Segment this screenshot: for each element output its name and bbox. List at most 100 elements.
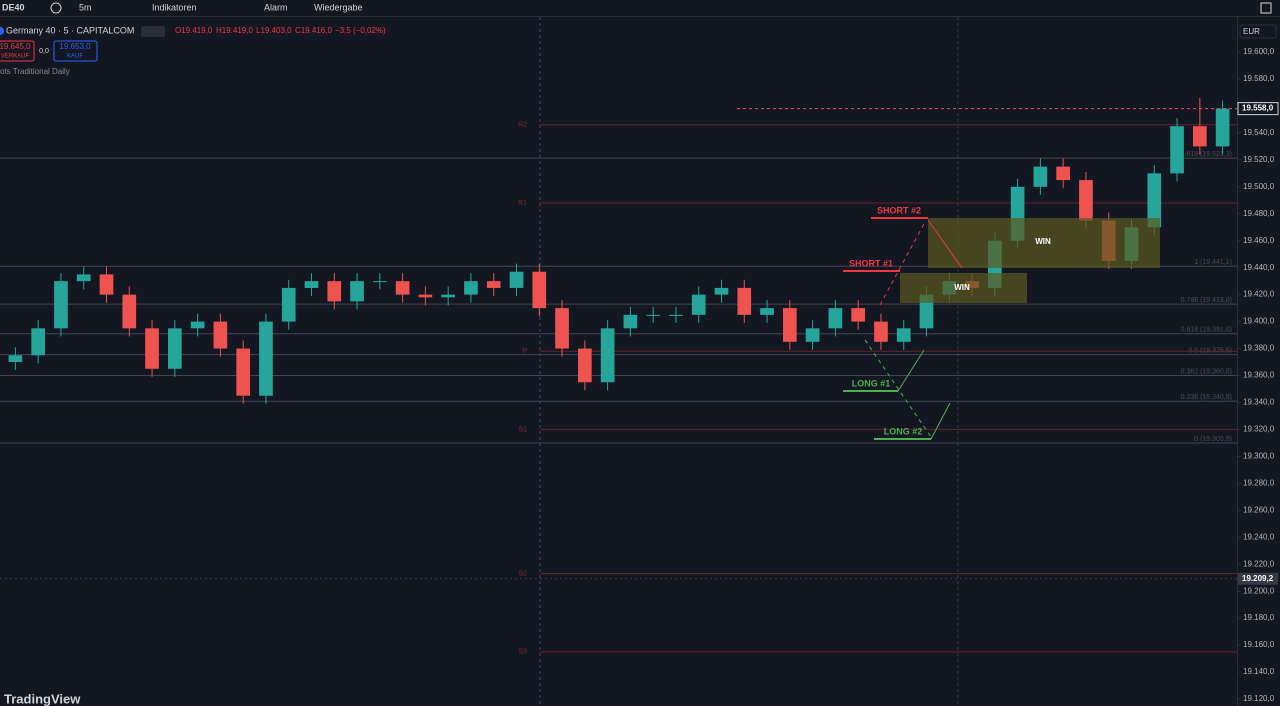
y-tick-label: 19.260,0 xyxy=(1243,505,1275,514)
currency: EUR xyxy=(1243,27,1260,36)
candle-body xyxy=(874,321,888,342)
candle-body xyxy=(1033,166,1048,187)
candle-body xyxy=(464,281,478,295)
candle-body xyxy=(1215,108,1230,147)
candle-body xyxy=(486,281,501,288)
ohlc-low: L19.403,0 xyxy=(256,26,292,35)
fib-label: 1.618 (19.521,3) xyxy=(1181,151,1232,158)
candle-body xyxy=(1193,126,1207,147)
y-tick-label: 19.540,0 xyxy=(1243,128,1275,137)
y-tick-label: 19.360,0 xyxy=(1243,371,1275,380)
y-tick-label: 19.140,0 xyxy=(1243,667,1275,676)
interval[interactable]: 5m xyxy=(79,2,92,12)
add-symbol[interactable] xyxy=(50,2,62,14)
candle-body xyxy=(236,348,250,396)
currency-box xyxy=(1239,24,1277,39)
candle-body xyxy=(281,287,296,322)
arrow xyxy=(897,349,925,392)
y-tick-label: 19.300,0 xyxy=(1243,451,1275,460)
toolbar xyxy=(0,0,1280,16)
y-tick-label: 19.460,0 xyxy=(1243,236,1275,245)
crosshair-label: 19.209,2 xyxy=(1242,574,1274,583)
ohlc-high: H19.419,0 xyxy=(216,26,253,35)
win-label: WIN xyxy=(1035,237,1051,246)
pivot-label: P xyxy=(522,348,527,355)
long-label: LONG #1 xyxy=(852,378,891,388)
candle-body xyxy=(327,281,342,302)
fib-label: 0 (19.309,9) xyxy=(1194,436,1232,443)
candle-body xyxy=(31,328,45,356)
candle-body xyxy=(1147,173,1162,228)
y-tick-label: 19.320,0 xyxy=(1243,425,1275,434)
candle-body xyxy=(304,281,319,288)
legend-toggle[interactable] xyxy=(141,26,165,37)
candle-body xyxy=(851,308,865,322)
y-tick-label: 19.380,0 xyxy=(1243,344,1275,353)
y-tick-label: 19.500,0 xyxy=(1243,182,1275,191)
pivot-label: S1 xyxy=(518,426,527,433)
candle-body xyxy=(578,348,592,383)
symbol[interactable]: DE40 xyxy=(2,2,25,12)
y-tick-label: 19.480,0 xyxy=(1243,209,1275,218)
ohlc-change: −3,5 (−0,02%) xyxy=(335,26,386,35)
spread: 0,0 xyxy=(39,48,49,55)
candle-body xyxy=(99,274,114,295)
candle-body xyxy=(8,355,23,363)
candle-body xyxy=(532,271,547,309)
y-tick-label: 19.120,0 xyxy=(1243,694,1275,703)
candle-body xyxy=(896,328,911,342)
candle-body xyxy=(122,294,137,329)
ohlc-open: O19.419,0 xyxy=(175,26,213,35)
candle-body xyxy=(691,294,706,315)
candle-body xyxy=(669,314,683,316)
long-label: LONG #2 xyxy=(884,426,923,436)
y-tick-label: 19.180,0 xyxy=(1243,613,1275,622)
candle-body xyxy=(1056,166,1070,181)
fib-label: 0.786 (19.413,0) xyxy=(1181,297,1232,304)
y-tick-label: 19.160,0 xyxy=(1243,640,1275,649)
fib-label: 1 (19.441,1) xyxy=(1194,259,1232,266)
candle-body xyxy=(1079,180,1093,221)
candle-body xyxy=(350,281,364,302)
fullscreen[interactable] xyxy=(1260,2,1272,14)
crosshair-badge xyxy=(1238,572,1278,585)
pivot-label: S3 xyxy=(518,649,527,656)
candle-body xyxy=(168,328,182,369)
replay[interactable]: Wiedergabe xyxy=(314,2,363,12)
candle-body xyxy=(1170,126,1184,174)
y-tick-label: 19.580,0 xyxy=(1243,74,1275,83)
buy-price: 19.653,0 xyxy=(59,42,91,51)
fib-label: 0.236 (19.340,9) xyxy=(1181,394,1232,401)
y-tick-label: 19.600,0 xyxy=(1243,47,1275,56)
candle-body xyxy=(76,274,91,282)
candle-body xyxy=(555,308,569,349)
price-axis xyxy=(1238,17,1280,706)
last-price-label: 19.558,0 xyxy=(1242,104,1274,113)
alarm[interactable]: Alarm xyxy=(264,2,288,12)
arrow xyxy=(927,219,963,269)
sell-price: 19.645,0 xyxy=(0,42,31,51)
y-tick-label: 19.400,0 xyxy=(1243,317,1275,326)
candle-body xyxy=(600,328,615,383)
candle-body xyxy=(828,308,843,329)
candle-body xyxy=(213,321,228,349)
win-box xyxy=(900,273,1027,303)
y-tick-label: 19.200,0 xyxy=(1243,586,1275,595)
candle-body xyxy=(646,314,660,316)
y-tick-label: 19.280,0 xyxy=(1243,478,1275,487)
candle-body xyxy=(395,281,410,295)
y-tick-label: 19.420,0 xyxy=(1243,290,1275,299)
candle-body xyxy=(919,294,934,329)
brand: TradingView xyxy=(4,691,81,706)
indicators[interactable]: Indikatoren xyxy=(152,2,197,12)
candle-body xyxy=(783,308,797,342)
buy-button[interactable] xyxy=(53,40,98,62)
candle-body xyxy=(418,294,433,298)
candle-body xyxy=(373,281,387,283)
ohlc-close: C19.416,0 xyxy=(295,26,332,35)
candle-body xyxy=(54,281,68,329)
sell-button[interactable] xyxy=(0,40,35,62)
